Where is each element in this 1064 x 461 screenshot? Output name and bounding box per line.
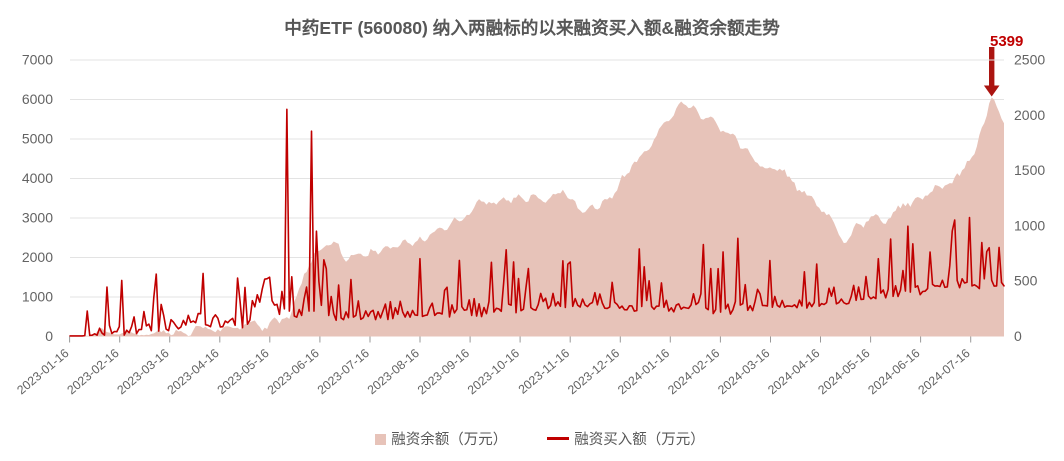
svg-text:2023-06-16: 2023-06-16 <box>265 346 322 397</box>
svg-text:2023-11-16: 2023-11-16 <box>516 346 573 397</box>
svg-text:3000: 3000 <box>22 210 53 226</box>
svg-text:1500: 1500 <box>1014 162 1045 178</box>
svg-text:2023-03-16: 2023-03-16 <box>114 346 171 397</box>
svg-text:2023-02-16: 2023-02-16 <box>64 346 121 397</box>
svg-text:1000: 1000 <box>22 289 53 305</box>
svg-text:2024-07-16: 2024-07-16 <box>915 346 972 397</box>
svg-text:2000: 2000 <box>22 249 53 265</box>
svg-text:7000: 7000 <box>22 52 53 68</box>
svg-text:2024-01-16: 2024-01-16 <box>615 346 672 397</box>
svg-text:5000: 5000 <box>22 131 53 147</box>
svg-text:2024-06-16: 2024-06-16 <box>865 346 922 397</box>
svg-text:2023-08-16: 2023-08-16 <box>365 346 422 397</box>
svg-text:2023-01-16: 2023-01-16 <box>14 346 71 397</box>
svg-text:0: 0 <box>45 328 53 344</box>
svg-text:2023-07-16: 2023-07-16 <box>315 346 372 397</box>
svg-text:2024-04-16: 2024-04-16 <box>765 346 822 397</box>
svg-text:2000: 2000 <box>1014 107 1045 123</box>
svg-text:2023-04-16: 2023-04-16 <box>165 346 222 397</box>
svg-text:2024-05-16: 2024-05-16 <box>815 346 872 397</box>
svg-text:2023-10-16: 2023-10-16 <box>465 346 522 397</box>
svg-text:4000: 4000 <box>22 170 53 186</box>
svg-text:2024-02-16: 2024-02-16 <box>665 346 722 397</box>
svg-text:500: 500 <box>1014 273 1038 289</box>
svg-text:2500: 2500 <box>1014 52 1045 68</box>
svg-text:2023-12-16: 2023-12-16 <box>565 346 622 397</box>
svg-text:1000: 1000 <box>1014 217 1045 233</box>
svg-text:2024-03-16: 2024-03-16 <box>715 346 772 397</box>
svg-text:2023-05-16: 2023-05-16 <box>215 346 272 397</box>
svg-text:0: 0 <box>1014 328 1022 344</box>
svg-text:2023-09-16: 2023-09-16 <box>415 346 472 397</box>
svg-text:6000: 6000 <box>22 91 53 107</box>
